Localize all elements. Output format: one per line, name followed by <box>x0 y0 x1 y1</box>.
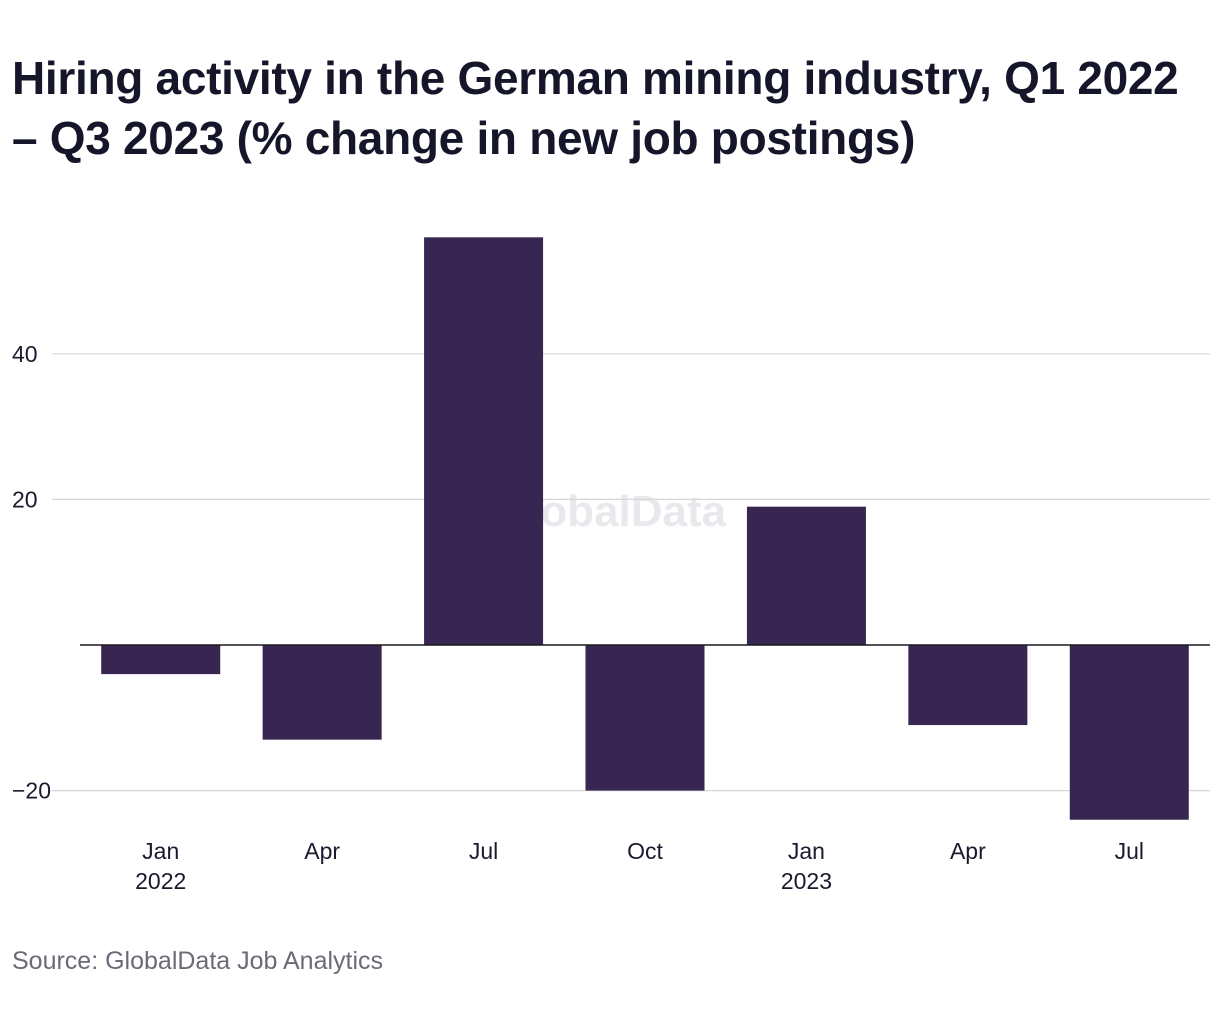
bar <box>262 645 382 740</box>
x-tick-label: Jan <box>788 838 825 864</box>
x-tick-year-label: 2023 <box>781 868 832 894</box>
bar <box>746 506 866 645</box>
bar-layer <box>101 237 1189 820</box>
x-tick-label: Oct <box>627 838 663 864</box>
y-tick-label: 40 <box>12 341 38 367</box>
bar <box>424 237 544 645</box>
x-tick-label: Apr <box>950 838 986 864</box>
x-tick-year-label: 2022 <box>135 868 186 894</box>
chart-title: Hiring activity in the German mining ind… <box>12 52 1179 164</box>
label-layer: −20 20 40 Jan 2022 Apr Jul Oct Jan 2023 Apr Jul <box>12 341 1144 894</box>
x-tick-label: Jul <box>1115 838 1144 864</box>
source-note: Source: GlobalData Job Analytics <box>12 947 384 975</box>
y-tick-label: 20 <box>12 486 38 512</box>
bar <box>101 645 221 675</box>
x-tick-label: Jan <box>142 838 179 864</box>
x-tick-label: Jul <box>469 838 498 864</box>
bar <box>908 645 1028 726</box>
y-tick-label: −20 <box>12 778 51 804</box>
x-tick-label: Apr <box>304 838 340 864</box>
bar <box>585 645 705 791</box>
bar <box>1069 645 1189 820</box>
